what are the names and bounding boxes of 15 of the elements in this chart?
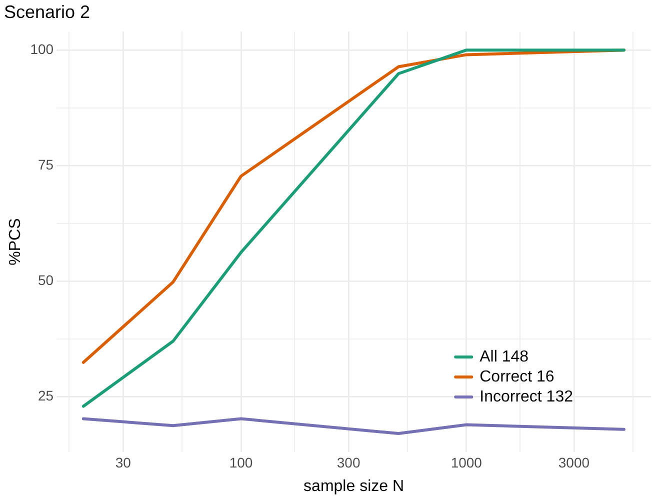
y-tick-label: 50 <box>38 272 54 288</box>
legend-label: Correct 16 <box>480 368 554 386</box>
y-tick-label: 75 <box>38 156 54 172</box>
legend-label: All 148 <box>480 348 529 366</box>
y-tick-label: 100 <box>30 40 54 57</box>
y-tick-label: 25 <box>38 387 54 404</box>
x-tick-label: 300 <box>336 454 360 470</box>
legend-label: Incorrect 132 <box>480 388 574 406</box>
x-tick-label: 30 <box>115 454 132 470</box>
x-tick-label: 100 <box>229 454 253 470</box>
x-tick-label: 3000 <box>558 454 590 470</box>
chart-title: Scenario 2 <box>4 2 90 22</box>
x-tick-label: 1000 <box>450 454 482 470</box>
x-axis-title: sample size N <box>304 478 404 495</box>
y-axis-title: %PCS <box>7 218 24 266</box>
